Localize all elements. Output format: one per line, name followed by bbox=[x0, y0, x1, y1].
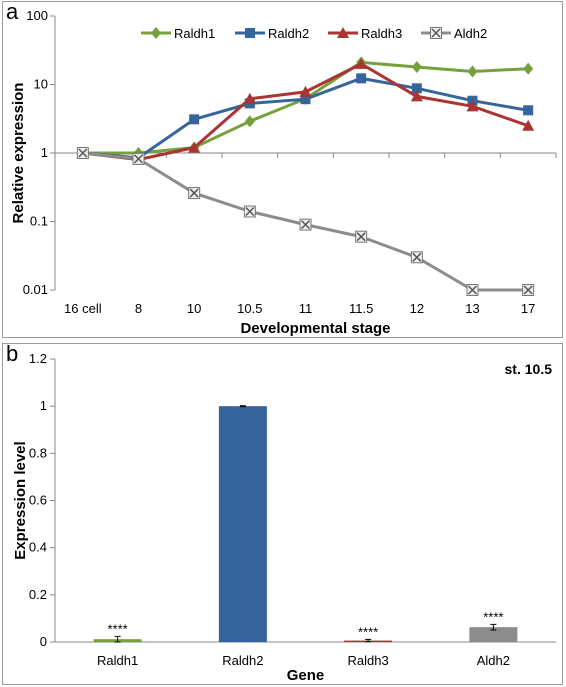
x-tick-label: Raldh1 bbox=[97, 653, 138, 668]
y-tick-label: 0.1 bbox=[30, 214, 48, 229]
y-tick-label: 0.2 bbox=[29, 587, 47, 602]
data-point bbox=[466, 284, 479, 296]
data-point bbox=[411, 61, 422, 74]
x-tick-label: 16 cell bbox=[64, 301, 102, 316]
legend-marker bbox=[430, 27, 442, 39]
x-tick-label: 8 bbox=[135, 301, 142, 316]
error-bar bbox=[490, 623, 497, 631]
panel-b: 0 0.2 0.4 0.6 0.8 1 1.2 **** Raldh1 Raldh2 **** Ral… bbox=[2, 341, 563, 685]
data-point bbox=[411, 83, 422, 94]
data-point bbox=[300, 94, 311, 105]
data-point bbox=[244, 115, 255, 128]
marker-cross bbox=[78, 148, 88, 158]
y-axis-title: Relative expression bbox=[10, 83, 27, 224]
bar-chart: 0 0.2 0.4 0.6 0.8 1 1.2 **** Raldh1 Raldh2 **** Ral… bbox=[12, 351, 556, 684]
data-point bbox=[523, 62, 534, 75]
stage-annotation: st. 10.5 bbox=[505, 361, 553, 377]
y-tick-label: 10 bbox=[34, 77, 48, 92]
legend-item: Raldh1 bbox=[141, 26, 215, 41]
panel-b-letter: b bbox=[6, 341, 19, 366]
data-point bbox=[243, 92, 256, 104]
legend-label: Aldh2 bbox=[454, 26, 487, 41]
x-tick-label: 10.5 bbox=[237, 301, 262, 316]
data-point bbox=[189, 114, 200, 125]
x-tick-label: 12 bbox=[410, 301, 424, 316]
series-raldh3 bbox=[76, 57, 535, 165]
x-tick-label: 11 bbox=[299, 301, 313, 316]
y-tick-label: 0.6 bbox=[29, 493, 47, 508]
marker-cross bbox=[245, 206, 255, 217]
data-point bbox=[410, 90, 423, 102]
data-point bbox=[188, 187, 201, 200]
data-point bbox=[523, 105, 534, 116]
significance-label: **** bbox=[108, 621, 128, 636]
series-aldh2 bbox=[76, 147, 535, 296]
series-line bbox=[82, 62, 529, 162]
series-raldh1 bbox=[77, 56, 534, 159]
significance-label: **** bbox=[358, 624, 378, 639]
legend-item: Raldh3 bbox=[328, 26, 402, 41]
y-tick-label: 0 bbox=[40, 634, 47, 649]
x-tick-label: 13 bbox=[465, 301, 479, 316]
marker-cross bbox=[300, 220, 311, 230]
data-point bbox=[467, 65, 478, 78]
significance-label: **** bbox=[483, 609, 503, 624]
y-axis-title: Expression level bbox=[12, 441, 29, 559]
x-tick-label: Raldh2 bbox=[222, 653, 263, 668]
y-tick-label: 0.4 bbox=[29, 540, 47, 555]
marker-cross bbox=[431, 28, 441, 38]
marker-cross bbox=[356, 232, 366, 242]
y-tick-label: 100 bbox=[26, 8, 48, 23]
error-bar bbox=[239, 405, 246, 408]
y-tick-label: 0.8 bbox=[29, 445, 47, 460]
x-tick-label: Aldh2 bbox=[477, 653, 510, 668]
data-point bbox=[522, 284, 535, 296]
data-point bbox=[410, 251, 423, 264]
series-line bbox=[82, 60, 529, 155]
legend-marker bbox=[151, 27, 161, 39]
data-point bbox=[355, 230, 368, 243]
data-point bbox=[355, 57, 368, 69]
marker-cross bbox=[189, 188, 199, 198]
legend-item: Raldh2 bbox=[235, 26, 309, 41]
marker-cross bbox=[133, 154, 144, 164]
data-point bbox=[466, 100, 479, 112]
bar-aldh2 bbox=[469, 627, 518, 642]
bar-raldh2 bbox=[218, 406, 267, 642]
legend-marker bbox=[337, 27, 349, 38]
y-tick-label: 1 bbox=[40, 398, 47, 413]
data-point bbox=[299, 218, 312, 231]
x-tick-label: Raldh3 bbox=[348, 653, 389, 668]
legend-label: Raldh2 bbox=[268, 26, 309, 41]
legend-label: Raldh3 bbox=[361, 26, 402, 41]
data-point bbox=[132, 152, 145, 165]
panel-a: 0.01 0.1 1 10 100 16 cell 8 10 10.5 11 11.5 12 13 17 D… bbox=[2, 0, 563, 338]
y-tick-label: 1 bbox=[41, 145, 48, 160]
legend-label: Raldh1 bbox=[174, 26, 215, 41]
line-chart: 0.01 0.1 1 10 100 16 cell 8 10 10.5 11 11.5 12 13 17 D… bbox=[10, 8, 557, 337]
x-tick-label: 10 bbox=[187, 301, 201, 316]
legend-marker bbox=[245, 28, 255, 38]
error-bar bbox=[365, 638, 372, 643]
data-point bbox=[299, 85, 312, 97]
marker-cross bbox=[412, 252, 422, 262]
y-tick-label: 0.01 bbox=[23, 282, 48, 297]
legend-item: Aldh2 bbox=[421, 26, 487, 41]
x-axis-title: Developmental stage bbox=[240, 320, 390, 337]
data-point bbox=[522, 119, 535, 131]
data-point bbox=[76, 147, 89, 159]
y-tick-label: 1.2 bbox=[29, 351, 47, 366]
data-point bbox=[356, 73, 367, 84]
error-bar bbox=[114, 635, 121, 643]
marker-cross bbox=[467, 285, 478, 295]
marker-cross bbox=[523, 285, 533, 295]
x-tick-label: 11.5 bbox=[349, 301, 373, 316]
x-axis-title: Gene bbox=[287, 667, 325, 684]
data-point bbox=[243, 205, 256, 218]
panel-a-letter: a bbox=[6, 0, 19, 24]
x-tick-label: 17 bbox=[521, 301, 535, 316]
data-point bbox=[188, 141, 201, 153]
